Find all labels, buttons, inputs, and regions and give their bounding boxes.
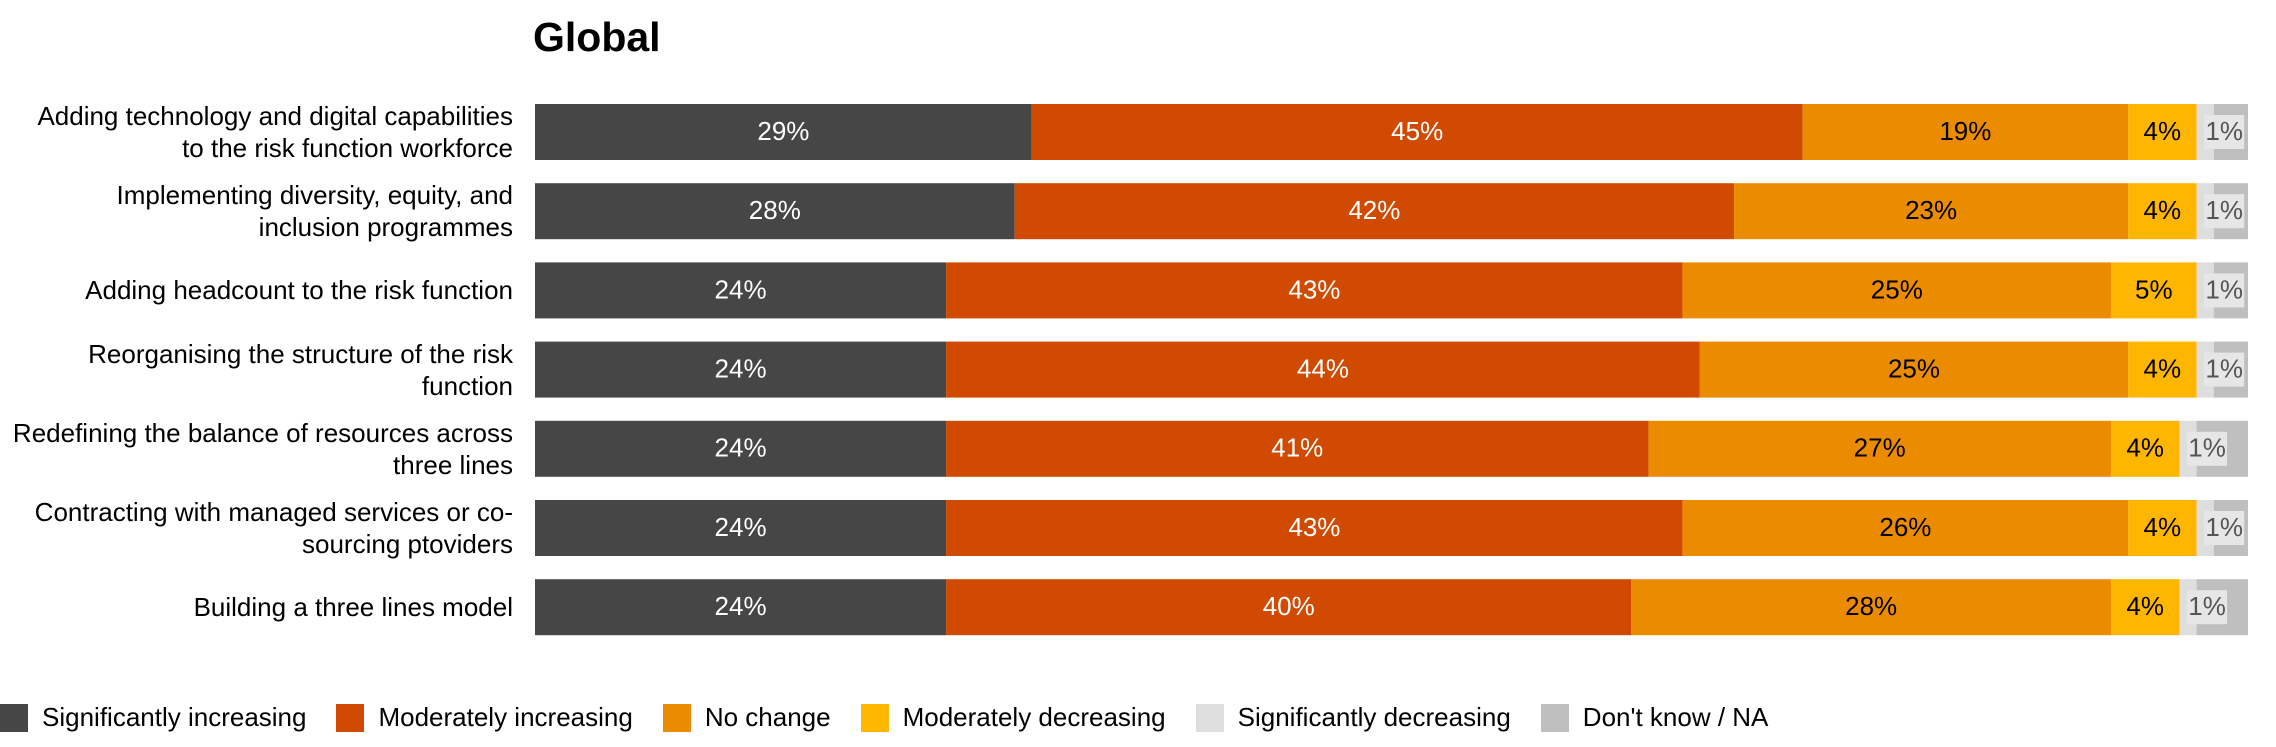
value-label: 4% (2144, 512, 2182, 542)
category-label: Redefining the balance of resources acro… (12, 417, 513, 480)
legend-swatch (336, 703, 365, 732)
legend-swatch (0, 703, 28, 732)
category-label: Adding technology and digital capabiliti… (37, 101, 513, 163)
legend-swatch (662, 703, 691, 732)
label-background (2187, 590, 2228, 625)
chart-title: Global (533, 14, 661, 60)
bar-segment (2110, 262, 2197, 319)
value-label: 27% (1854, 433, 1906, 463)
legend-swatch (1540, 703, 1569, 732)
legend-item: Significantly decreasing (1195, 702, 1511, 733)
legend-label: No change (704, 702, 831, 732)
legend: Significantly increasing Moderately incre… (0, 702, 1768, 733)
category-label: Building a three lines model (193, 592, 513, 623)
value-label: 4% (2144, 353, 2182, 383)
value-label: 19% (1939, 116, 1991, 146)
bar-segment (2110, 420, 2180, 477)
category-label: Implementing diversity, equity, and incl… (116, 180, 513, 243)
bar-segment (1648, 420, 2111, 477)
value-label: 24% (715, 512, 767, 542)
value-label: 1% (2188, 433, 2226, 463)
value-label: 4% (2126, 433, 2164, 463)
value-label: 24% (715, 433, 767, 463)
bar-segment (1031, 104, 1803, 160)
value-label: 28% (749, 195, 801, 225)
value-label: 25% (1871, 274, 1923, 304)
bar-segment (946, 500, 1683, 556)
category-label: Contracting with managed services or co-… (34, 497, 513, 559)
value-label: 40% (1263, 591, 1315, 621)
value-label: 1% (2205, 116, 2243, 146)
value-label: 43% (1288, 274, 1340, 304)
value-label: 1% (2205, 353, 2243, 383)
bar-segment (2110, 579, 2180, 636)
value-label: 26% (1879, 512, 1931, 542)
value-label: 1% (2205, 195, 2243, 225)
value-label: 23% (1905, 195, 1957, 225)
bar-segment (535, 579, 947, 636)
category-label: Adding headcount to the risk function (85, 275, 513, 306)
value-label: 1% (2188, 591, 2226, 621)
value-label: 4% (2144, 116, 2182, 146)
legend-swatch (860, 703, 889, 732)
bar-segment (535, 183, 1015, 240)
label-background (2187, 431, 2228, 466)
value-label: 43% (1288, 512, 1340, 542)
legend-label: Moderately increasing (378, 702, 633, 732)
bar-segment (1631, 579, 2111, 636)
bar-segment (1802, 104, 2129, 160)
value-label: 41% (1271, 433, 1323, 463)
bar-segment (535, 500, 947, 556)
legend-item: Don't know / NA (1540, 702, 1769, 733)
bar-segment (946, 579, 1632, 636)
value-label: 4% (2144, 195, 2182, 225)
legend-label: Don't know / NA (1582, 702, 1769, 732)
legend-label: Moderately decreasing (902, 702, 1166, 732)
bar-segment (1699, 341, 2129, 398)
legend-swatch (1195, 703, 1224, 732)
value-label: 1% (2205, 274, 2243, 304)
bar-segment (2128, 500, 2197, 556)
category-label: Reorganising the structure of the risk f… (88, 338, 513, 401)
value-label: 45% (1391, 116, 1443, 146)
label-background (2204, 273, 2245, 308)
value-label: 4% (2126, 591, 2164, 621)
legend-item: Moderately increasing (336, 702, 633, 733)
value-label: 1% (2205, 512, 2243, 542)
bar-segment (535, 420, 947, 477)
bar-segment (946, 341, 1700, 398)
label-background (2204, 511, 2245, 545)
bar-segment (2128, 104, 2197, 160)
label-background (2204, 194, 2245, 229)
bar-segment (535, 104, 1032, 160)
value-label: 24% (715, 591, 767, 621)
bar-segment (535, 262, 947, 319)
legend-item: No change (662, 702, 831, 733)
bar-segment (1682, 262, 2111, 319)
legend-label: Significantly decreasing (1237, 702, 1511, 732)
value-label: 29% (757, 116, 809, 146)
bar-segment (946, 420, 1649, 477)
value-label: 24% (715, 274, 767, 304)
value-label: 5% (2135, 274, 2173, 304)
bar-segment (2128, 341, 2197, 398)
label-background (2204, 115, 2245, 149)
label-background (2204, 352, 2245, 387)
value-label: 44% (1297, 353, 1349, 383)
bar-segment (1014, 183, 1735, 240)
bar-segment (1682, 500, 2129, 556)
value-label: 42% (1348, 195, 1400, 225)
value-label: 28% (1845, 591, 1897, 621)
bar-segment (946, 262, 1683, 319)
bar-segment (535, 341, 947, 398)
legend-item: Moderately decreasing (860, 702, 1166, 733)
bar-segment (2128, 183, 2197, 240)
value-label: 25% (1888, 353, 1940, 383)
bar-segment (1734, 183, 2129, 240)
legend-label: Significantly increasing (42, 702, 307, 732)
value-label: 24% (715, 353, 767, 383)
legend-item: Significantly increasing (0, 702, 306, 733)
